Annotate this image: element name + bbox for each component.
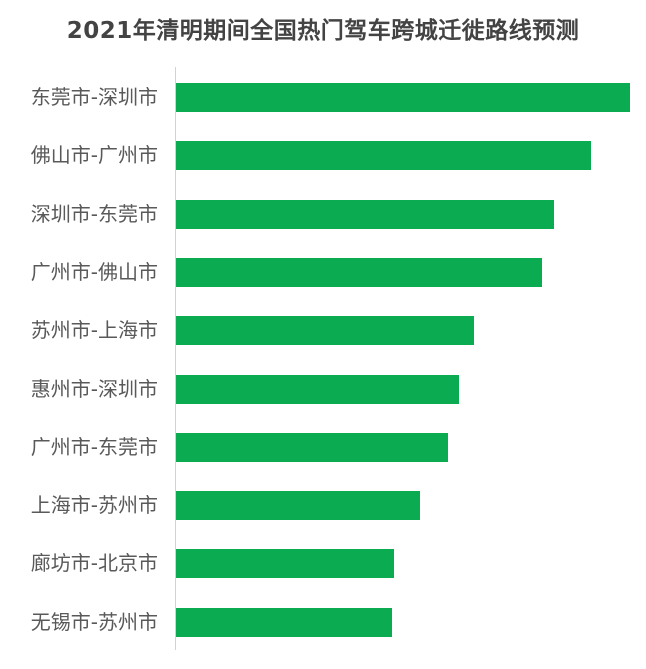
bar [176,200,554,229]
category-label: 惠州市-深圳市 [30,377,158,401]
category-label: 深圳市-东莞市 [30,202,158,226]
chart-title: 2021年清明期间全国热门驾车跨城迁徙路线预测 [66,18,580,44]
category-label: 上海市-苏州市 [30,493,158,517]
bar [176,375,459,404]
category-label: 广州市-佛山市 [30,260,158,284]
category-label: 无锡市-苏州市 [30,610,158,634]
bar [176,549,394,578]
bar [176,491,420,520]
category-label: 佛山市-广州市 [30,143,158,167]
bar [176,608,392,637]
category-label: 廊坊市-北京市 [30,551,158,575]
category-label: 广州市-东莞市 [30,435,158,459]
bar [176,141,591,170]
category-label: 苏州市-上海市 [30,318,158,342]
bar [176,433,448,462]
bar [176,83,630,112]
bar [176,316,474,345]
y-axis-line [175,67,176,650]
category-label: 东莞市-深圳市 [30,85,158,109]
bar [176,258,542,287]
